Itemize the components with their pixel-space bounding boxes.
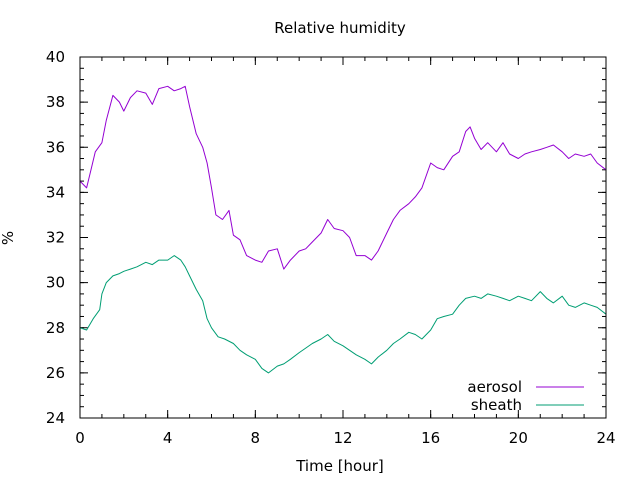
x-tick-label: 12 xyxy=(333,429,352,447)
y-axis-label: % xyxy=(0,231,17,245)
x-tick-label: 16 xyxy=(421,429,440,447)
x-axis-label: Time [hour] xyxy=(295,457,384,475)
y-tick-label: 40 xyxy=(46,48,65,66)
y-tick-label: 38 xyxy=(46,93,65,111)
x-tick-label: 8 xyxy=(251,429,261,447)
axis-ticks xyxy=(79,56,607,419)
chart-title: Relative humidity xyxy=(274,19,406,37)
y-tick-label: 32 xyxy=(46,229,65,247)
y-tick-label: 24 xyxy=(46,409,65,427)
y-tick-label: 26 xyxy=(46,364,65,382)
x-tick-label: 24 xyxy=(596,429,615,447)
y-tick-label: 28 xyxy=(46,319,65,337)
legend-label-sheath: sheath xyxy=(471,396,522,414)
series-line-sheath xyxy=(79,255,607,374)
y-tick-label: 36 xyxy=(46,138,65,156)
y-tick-label: 30 xyxy=(46,274,65,292)
series-line-aerosol xyxy=(79,85,607,270)
series-lines xyxy=(79,85,607,374)
plot-frame xyxy=(79,56,607,419)
y-tick-label: 34 xyxy=(46,183,65,201)
x-tick-label: 20 xyxy=(509,429,528,447)
x-tick-label: 4 xyxy=(163,429,173,447)
x-tick-label: 0 xyxy=(75,429,85,447)
axis-tick-labels: 0 4 8 12 16 20 24 24 26 28 30 32 34 36 38 40 xyxy=(46,48,616,447)
legend-label-aerosol: aerosol xyxy=(467,378,522,396)
